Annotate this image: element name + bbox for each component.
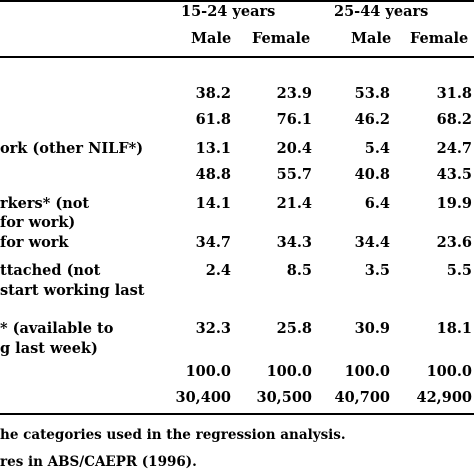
table-cell: 100.0 [344, 363, 390, 380]
table-cell: 46.2 [354, 111, 390, 128]
table-cell: 14.1 [195, 195, 231, 212]
group-header-15-24: 15-24 years [181, 3, 276, 20]
table-cell: 43.5 [436, 166, 472, 183]
top-rule [0, 0, 474, 2]
row-label-continued: start working last [0, 282, 145, 299]
column-header-male-2: Male [351, 30, 392, 47]
table-cell: 24.7 [436, 140, 472, 157]
header-rule [0, 56, 474, 58]
table-cell: 34.4 [354, 234, 390, 251]
table-cell: 30,500 [256, 389, 313, 406]
table-cell: 100.0 [426, 363, 472, 380]
row-label: for work [0, 234, 69, 251]
table-cell: 19.9 [436, 195, 472, 212]
row-label: * (available to [0, 320, 114, 337]
table-cell: 48.8 [195, 166, 231, 183]
row-label: rkers* (not [0, 195, 90, 212]
table-cell: 42,900 [416, 389, 473, 406]
table-cell: 18.1 [436, 320, 472, 337]
table-cell: 30,400 [175, 389, 232, 406]
table-cell: 13.1 [195, 140, 231, 157]
column-header-male-1: Male [191, 30, 232, 47]
table-cell: 21.4 [276, 195, 312, 212]
table-cell: 76.1 [276, 111, 312, 128]
table-cell: 5.5 [446, 262, 472, 279]
table-cell: 25.8 [276, 320, 312, 337]
table-cell: 31.8 [436, 85, 472, 102]
table-cell: 55.7 [276, 166, 312, 183]
table-cell: 8.5 [286, 262, 312, 279]
table-cell: 61.8 [195, 111, 231, 128]
group-header-25-44: 25-44 years [334, 3, 429, 20]
table-cell: 30.9 [354, 320, 390, 337]
bottom-rule [0, 413, 474, 415]
column-header-female-1: Female [252, 30, 311, 47]
table-cell: 34.7 [195, 234, 231, 251]
column-header-female-2: Female [410, 30, 469, 47]
footnote: he categories used in the regression ana… [0, 427, 346, 443]
table-cell: 6.4 [364, 195, 390, 212]
row-label-continued: for work) [0, 214, 76, 231]
row-label: ttached (not [0, 262, 101, 279]
row-label-continued: g last week) [0, 340, 98, 357]
table-cell: 100.0 [266, 363, 312, 380]
table-cell: 2.4 [205, 262, 231, 279]
table-cell: 53.8 [354, 85, 390, 102]
table-cell: 20.4 [276, 140, 312, 157]
table-cell: 68.2 [436, 111, 472, 128]
table-cell: 100.0 [185, 363, 231, 380]
table-cell: 32.3 [195, 320, 231, 337]
table-cell: 40.8 [354, 166, 390, 183]
table-cell: 23.9 [276, 85, 312, 102]
footnote: res in ABS/CAEPR (1996). [0, 454, 197, 470]
table-cell: 40,700 [334, 389, 391, 406]
table-cell: 34.3 [276, 234, 312, 251]
table-cell: 38.2 [195, 85, 231, 102]
table-cell: 3.5 [364, 262, 390, 279]
row-label: ork (other NILF*) [0, 140, 144, 157]
table-cell: 23.6 [436, 234, 472, 251]
table-cell: 5.4 [364, 140, 390, 157]
